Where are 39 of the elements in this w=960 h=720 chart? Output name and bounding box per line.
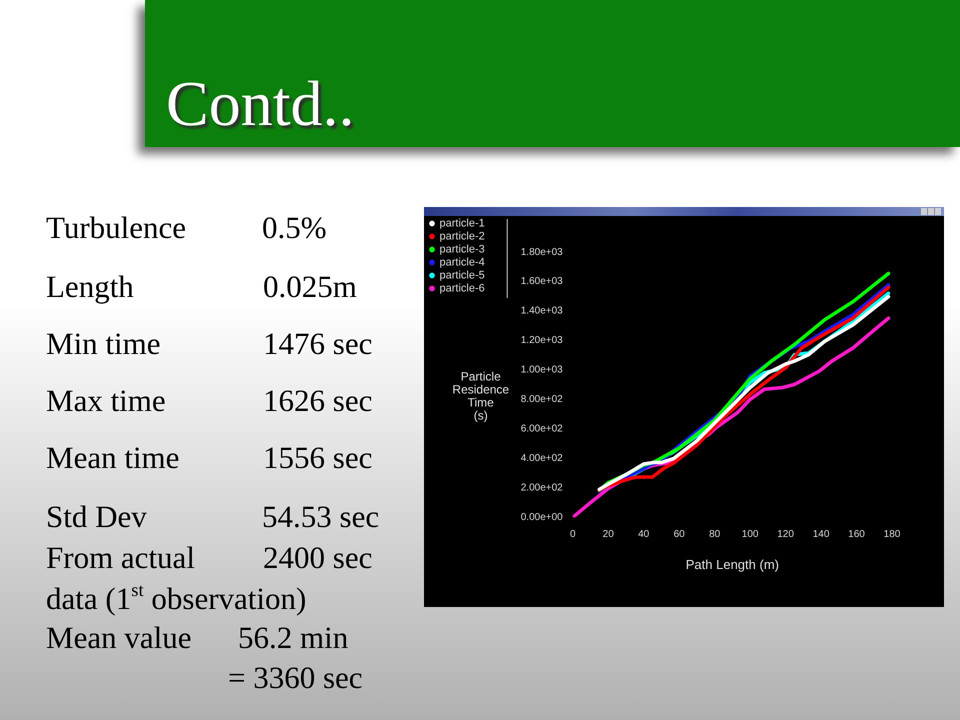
text: Length 0.025m [46, 269, 357, 304]
legend-label: particle-3 [440, 244, 485, 256]
y-tick-label: 1.60e+03 [520, 276, 564, 288]
legend-label: particle-1 [440, 218, 485, 230]
y-tick-label: 6.00e+02 [520, 424, 564, 435]
y-tick-label: 4.00e+02 [520, 453, 564, 464]
text: Max time 1626 sec [46, 383, 372, 418]
y-axis-title: Particle Residence Time (s) [452, 370, 510, 423]
chart-title: Contd.. [166, 68, 354, 139]
y-tick-label: 8.00e+02 [520, 394, 564, 406]
y-tick-label: 1.80e+03 [520, 246, 564, 258]
y-tick-label: 0.00e+00 [520, 512, 564, 524]
text: Mean value 56.2 min [46, 620, 348, 655]
legend-label: particle-4 [440, 256, 485, 269]
text: Turbulence 0.5% [46, 210, 327, 245]
x-tick-label: 20 [602, 529, 614, 540]
x-tick-label: 180 [884, 529, 901, 540]
x-tick-label: 60 [674, 529, 686, 540]
x-tick-label: 160 [848, 529, 866, 540]
text: Std Dev 54.53 sec [46, 499, 380, 534]
y-tick-label: 1.40e+03 [520, 306, 564, 317]
y-tick-label: 1.00e+03 [520, 364, 564, 376]
legend-label: particle-2 [440, 230, 485, 243]
x-tick-label: 100 [742, 529, 759, 540]
text: Mean time 1556 sec [46, 440, 372, 475]
text: Min time 1476 sec [46, 326, 372, 361]
x-tick-label: 0 [570, 529, 576, 540]
x-tick-label: 40 [638, 529, 650, 540]
y-tick-label: 1.20e+03 [520, 335, 564, 346]
x-tick-label: 80 [709, 529, 721, 540]
legend-label: particle-6 [440, 282, 485, 295]
legend-label: particle-5 [440, 270, 485, 282]
y-tick-label: 2.00e+02 [520, 482, 564, 494]
x-axis-title: Path Length (m) [686, 556, 779, 572]
x-tick-label: 120 [777, 529, 794, 540]
x-tick-label: 140 [812, 529, 830, 540]
text: From actual 2400 sec [46, 540, 372, 575]
text: = 3360 sec [228, 660, 363, 695]
text: data (1$^{st}$ observation) [46, 580, 306, 616]
